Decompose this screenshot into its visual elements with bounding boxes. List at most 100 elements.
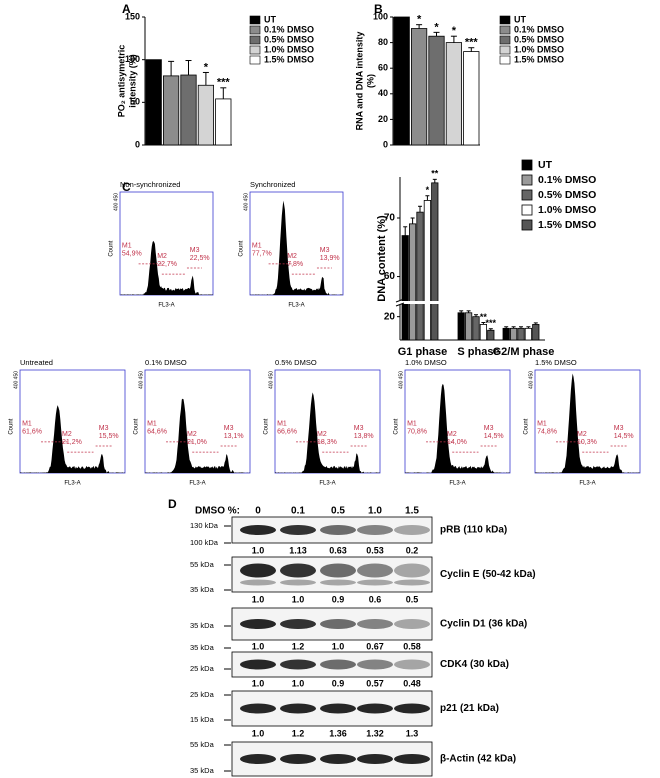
bar: [464, 312, 473, 341]
quantification: 1.32: [366, 728, 384, 738]
significance: **: [431, 169, 439, 179]
bar: [145, 59, 162, 146]
quantification: 1.0: [252, 728, 265, 738]
y-tick-label: 20: [384, 311, 396, 322]
flow-y-tick-label: 400 450: [243, 193, 249, 211]
bar: [457, 312, 465, 341]
gate-value: 22,7%: [157, 261, 177, 268]
blot-band: [357, 659, 393, 670]
size-marker: 55 kDa: [190, 560, 215, 569]
blot-band: [320, 525, 356, 535]
flow-x-axis-label: FL3-A: [579, 481, 595, 487]
gate-value: 7,8%: [287, 261, 303, 268]
legend-swatch: [499, 15, 511, 25]
lane-label: 0.1: [291, 506, 305, 517]
gate-name: M2: [157, 253, 167, 260]
flow-y-axis-label: Count: [239, 240, 245, 256]
size-marker: 55 kDa: [190, 740, 215, 749]
y-tick-label: 0: [383, 139, 388, 149]
flow-title: Synchronized: [250, 180, 295, 189]
gate-name: M3: [190, 247, 200, 254]
y-tick-label: 70: [384, 213, 396, 224]
gate-name: M2: [287, 253, 297, 260]
gate-name: M1: [407, 421, 417, 428]
gate-value: 13,1%: [224, 433, 244, 440]
gate-name: M2: [577, 431, 587, 438]
gate-value: 14,0%: [447, 439, 467, 446]
y-tick-label: 0: [135, 139, 140, 149]
blot-band: [240, 659, 276, 670]
gate-value: 13,8%: [354, 433, 374, 440]
flow-y-axis-label: Count: [524, 418, 530, 434]
bar: [416, 211, 424, 341]
blot-band: [357, 525, 393, 535]
blot-band: [394, 659, 430, 670]
legend-label: 1.5% DMSO: [538, 219, 596, 231]
legend-label: 0.1% DMSO: [538, 174, 596, 186]
blot-band: [240, 754, 276, 764]
size-marker: 25 kDa: [190, 690, 215, 699]
y-tick-label: 100: [125, 54, 140, 64]
blot-band: [240, 525, 276, 535]
panel-label: A: [122, 2, 131, 16]
x-tick-label: G2/M phase: [493, 346, 555, 358]
bar: [431, 182, 439, 341]
blot-band: [280, 525, 316, 535]
flow-frame: [274, 369, 381, 474]
bar: [509, 327, 518, 341]
gate-name: M2: [447, 431, 457, 438]
gate-value: 77,7%: [252, 251, 272, 258]
bar: [472, 316, 480, 341]
legend-swatch: [249, 55, 261, 65]
size-marker: 130 kDa: [190, 521, 219, 530]
blot-band: [357, 703, 393, 714]
flow-y-tick-label: 400 450: [528, 371, 534, 389]
gate-value: 15,5%: [99, 433, 119, 440]
blot-band: [394, 703, 430, 714]
flow-frame: [404, 369, 511, 474]
legend-swatch: [499, 55, 511, 65]
bar: [197, 84, 214, 146]
bar: [162, 75, 180, 146]
blot-band: [320, 754, 356, 764]
gate-value: 54,9%: [122, 251, 142, 258]
blot-band: [394, 563, 430, 578]
flow-title: 0.5% DMSO: [275, 358, 317, 367]
bar: [423, 200, 432, 341]
gate-name: M1: [122, 243, 132, 250]
legend-label: 1.5% DMSO: [514, 54, 564, 64]
legend-swatch: [249, 45, 261, 55]
x-tick-label: S phase: [457, 346, 499, 358]
quantification: 1.2: [292, 728, 305, 738]
protein-label: p21 (21 kDa): [440, 703, 499, 714]
lane-label: 0.5: [331, 506, 345, 517]
quantification: 0.57: [366, 678, 384, 688]
flow-y-tick-label: 400 450: [398, 371, 404, 389]
gate-value: 64,6%: [147, 429, 167, 436]
quantification: 1.36: [329, 728, 347, 738]
quantification: 1.0: [252, 641, 265, 651]
y-tick-label: 20: [378, 114, 388, 124]
gate-value: 14,5%: [614, 433, 634, 440]
gate-name: M3: [614, 425, 624, 432]
legend-swatch: [249, 15, 261, 25]
legend-label: 1.5% DMSO: [264, 54, 314, 64]
gate-name: M2: [317, 431, 327, 438]
bar: [463, 51, 480, 146]
gate-value: 66,6%: [277, 429, 297, 436]
protein-label: Cyclin D1 (36 kDa): [440, 619, 527, 630]
y-tick-label: 100: [373, 11, 388, 21]
y-tick-label: 40: [378, 88, 388, 98]
flow-frame: [249, 191, 344, 296]
flow-y-axis-label: Count: [9, 418, 15, 434]
lane-label: 1.5: [405, 506, 419, 517]
flow-frame: [144, 369, 251, 474]
y-tick-label: 60: [378, 63, 388, 73]
protein-label: β-Actin (42 kDa): [440, 754, 516, 765]
flow-y-axis-label: Count: [134, 418, 140, 434]
legend-swatch: [499, 25, 511, 35]
blot-band: [394, 525, 430, 535]
bar: [517, 327, 525, 341]
flow-frame: [19, 369, 126, 474]
flow-title: 1.0% DMSO: [405, 358, 447, 367]
